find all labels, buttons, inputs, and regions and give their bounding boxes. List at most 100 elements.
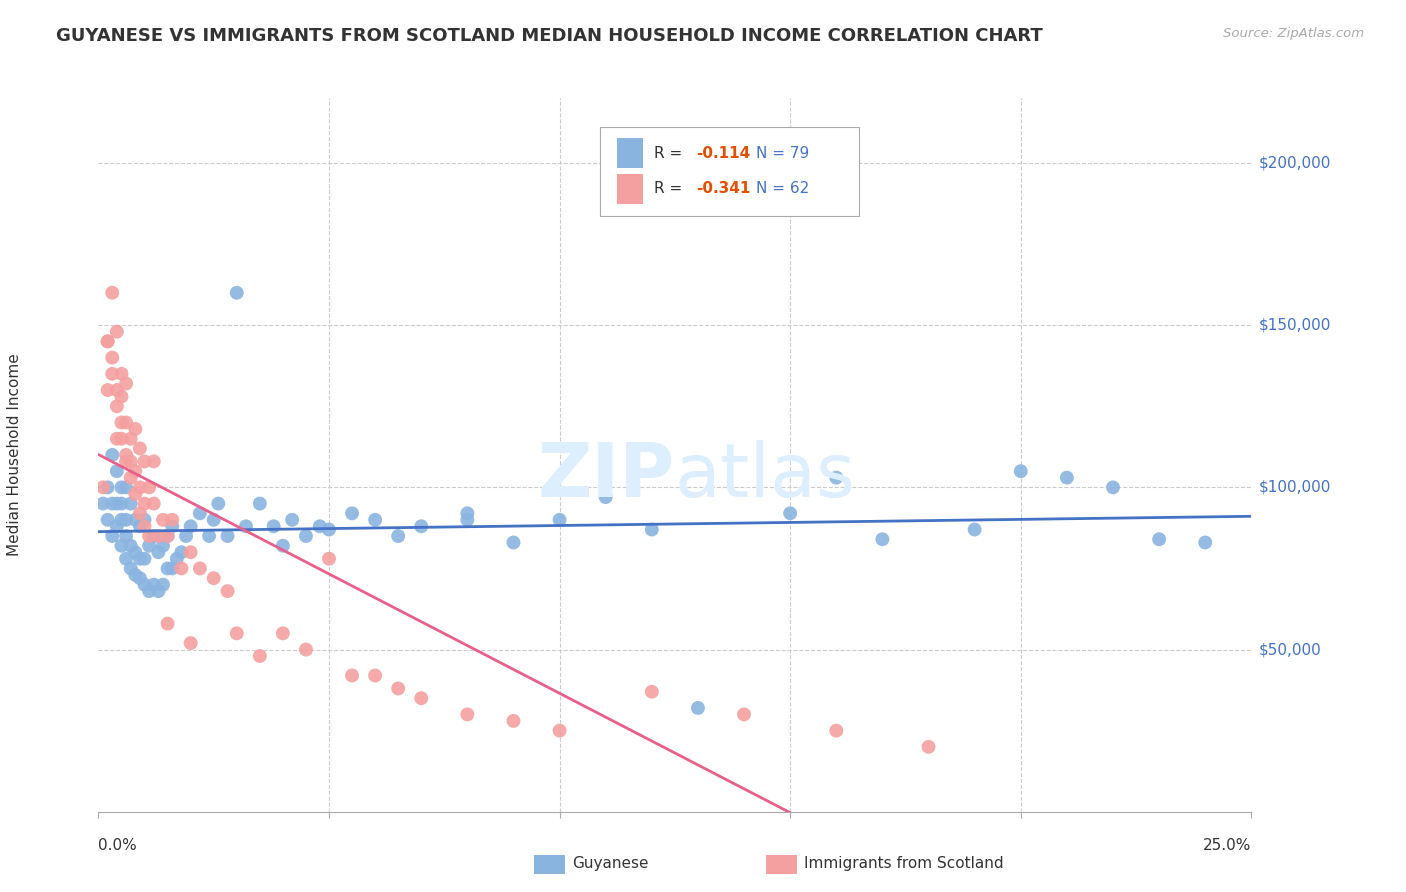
Point (502, 714, 524, 728)
Point (180, 545, 202, 559)
Point (134, 454, 156, 468)
Text: R =: R = (654, 181, 688, 196)
Point (1010, 464, 1032, 478)
Point (686, 701, 709, 715)
Point (110, 513, 132, 527)
Point (105, 497, 128, 511)
Point (217, 584, 239, 599)
Point (825, 723, 848, 738)
Point (779, 506, 801, 520)
Text: R =: R = (654, 145, 688, 161)
Point (110, 416, 132, 430)
Point (110, 432, 132, 446)
Point (105, 399, 128, 413)
Point (120, 454, 142, 468)
Point (124, 464, 146, 478)
Point (97, 383, 120, 397)
Point (170, 561, 193, 575)
Point (134, 497, 156, 511)
Point (249, 497, 271, 511)
Point (263, 519, 285, 533)
Point (115, 513, 138, 527)
Point (101, 351, 124, 365)
Text: Guyanese: Guyanese (572, 856, 648, 871)
Point (180, 636, 202, 650)
Point (1194, 535, 1216, 549)
Point (281, 513, 304, 527)
Text: 25.0%: 25.0% (1204, 838, 1251, 854)
Point (97, 513, 120, 527)
Point (295, 529, 318, 543)
Point (641, 523, 664, 537)
Text: N = 62: N = 62 (755, 181, 808, 196)
Point (152, 539, 174, 553)
Point (733, 707, 755, 722)
Point (456, 707, 478, 722)
FancyBboxPatch shape (600, 127, 859, 216)
Point (129, 551, 152, 566)
Point (115, 480, 138, 494)
Point (142, 497, 165, 511)
Point (115, 416, 138, 430)
Point (97, 334, 120, 349)
Text: Median Household Income: Median Household Income (7, 353, 21, 557)
Point (124, 422, 146, 436)
Point (364, 513, 387, 527)
Point (148, 584, 170, 599)
Point (129, 506, 152, 520)
Point (129, 442, 152, 456)
Point (318, 523, 340, 537)
Point (456, 506, 478, 520)
Point (129, 519, 152, 533)
Text: Source: ZipAtlas.com: Source: ZipAtlas.com (1223, 27, 1364, 40)
Point (364, 668, 387, 682)
Point (97, 480, 120, 494)
Text: $100,000: $100,000 (1258, 480, 1330, 495)
Text: 0.0%: 0.0% (98, 838, 138, 854)
Point (120, 561, 142, 575)
Text: $50,000: $50,000 (1258, 642, 1322, 657)
Point (188, 561, 211, 575)
Point (295, 642, 318, 657)
Point (308, 519, 330, 533)
Point (129, 480, 152, 494)
Point (101, 448, 124, 462)
Point (138, 529, 160, 543)
Point (120, 470, 142, 484)
Point (148, 545, 170, 559)
Point (502, 535, 524, 549)
Point (105, 519, 128, 533)
Point (120, 432, 142, 446)
Point (120, 497, 142, 511)
Point (225, 285, 247, 300)
Point (101, 367, 124, 381)
Point (105, 432, 128, 446)
Point (207, 497, 229, 511)
Point (411, 519, 433, 533)
Point (105, 383, 128, 397)
Point (134, 519, 156, 533)
Point (101, 529, 124, 543)
Point (115, 529, 138, 543)
Point (138, 480, 160, 494)
Point (160, 519, 183, 533)
Point (142, 529, 165, 543)
Text: Immigrants from Scotland: Immigrants from Scotland (804, 856, 1004, 871)
Point (110, 480, 132, 494)
Point (188, 506, 211, 520)
Point (97, 334, 120, 349)
Text: atlas: atlas (675, 440, 856, 513)
Point (387, 681, 409, 696)
Point (249, 648, 271, 663)
Point (115, 376, 138, 391)
Point (91, 497, 114, 511)
Point (138, 539, 160, 553)
Point (142, 577, 165, 591)
Text: GUYANESE VS IMMIGRANTS FROM SCOTLAND MEDIAN HOUSEHOLD INCOME CORRELATION CHART: GUYANESE VS IMMIGRANTS FROM SCOTLAND MED… (56, 27, 1043, 45)
Bar (617, 138, 643, 168)
Point (124, 487, 146, 501)
Point (202, 513, 225, 527)
Point (166, 551, 188, 566)
Point (134, 577, 156, 591)
Point (115, 448, 138, 462)
